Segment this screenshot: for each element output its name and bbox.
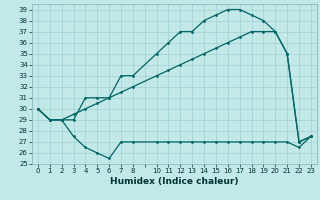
X-axis label: Humidex (Indice chaleur): Humidex (Indice chaleur): [110, 177, 239, 186]
